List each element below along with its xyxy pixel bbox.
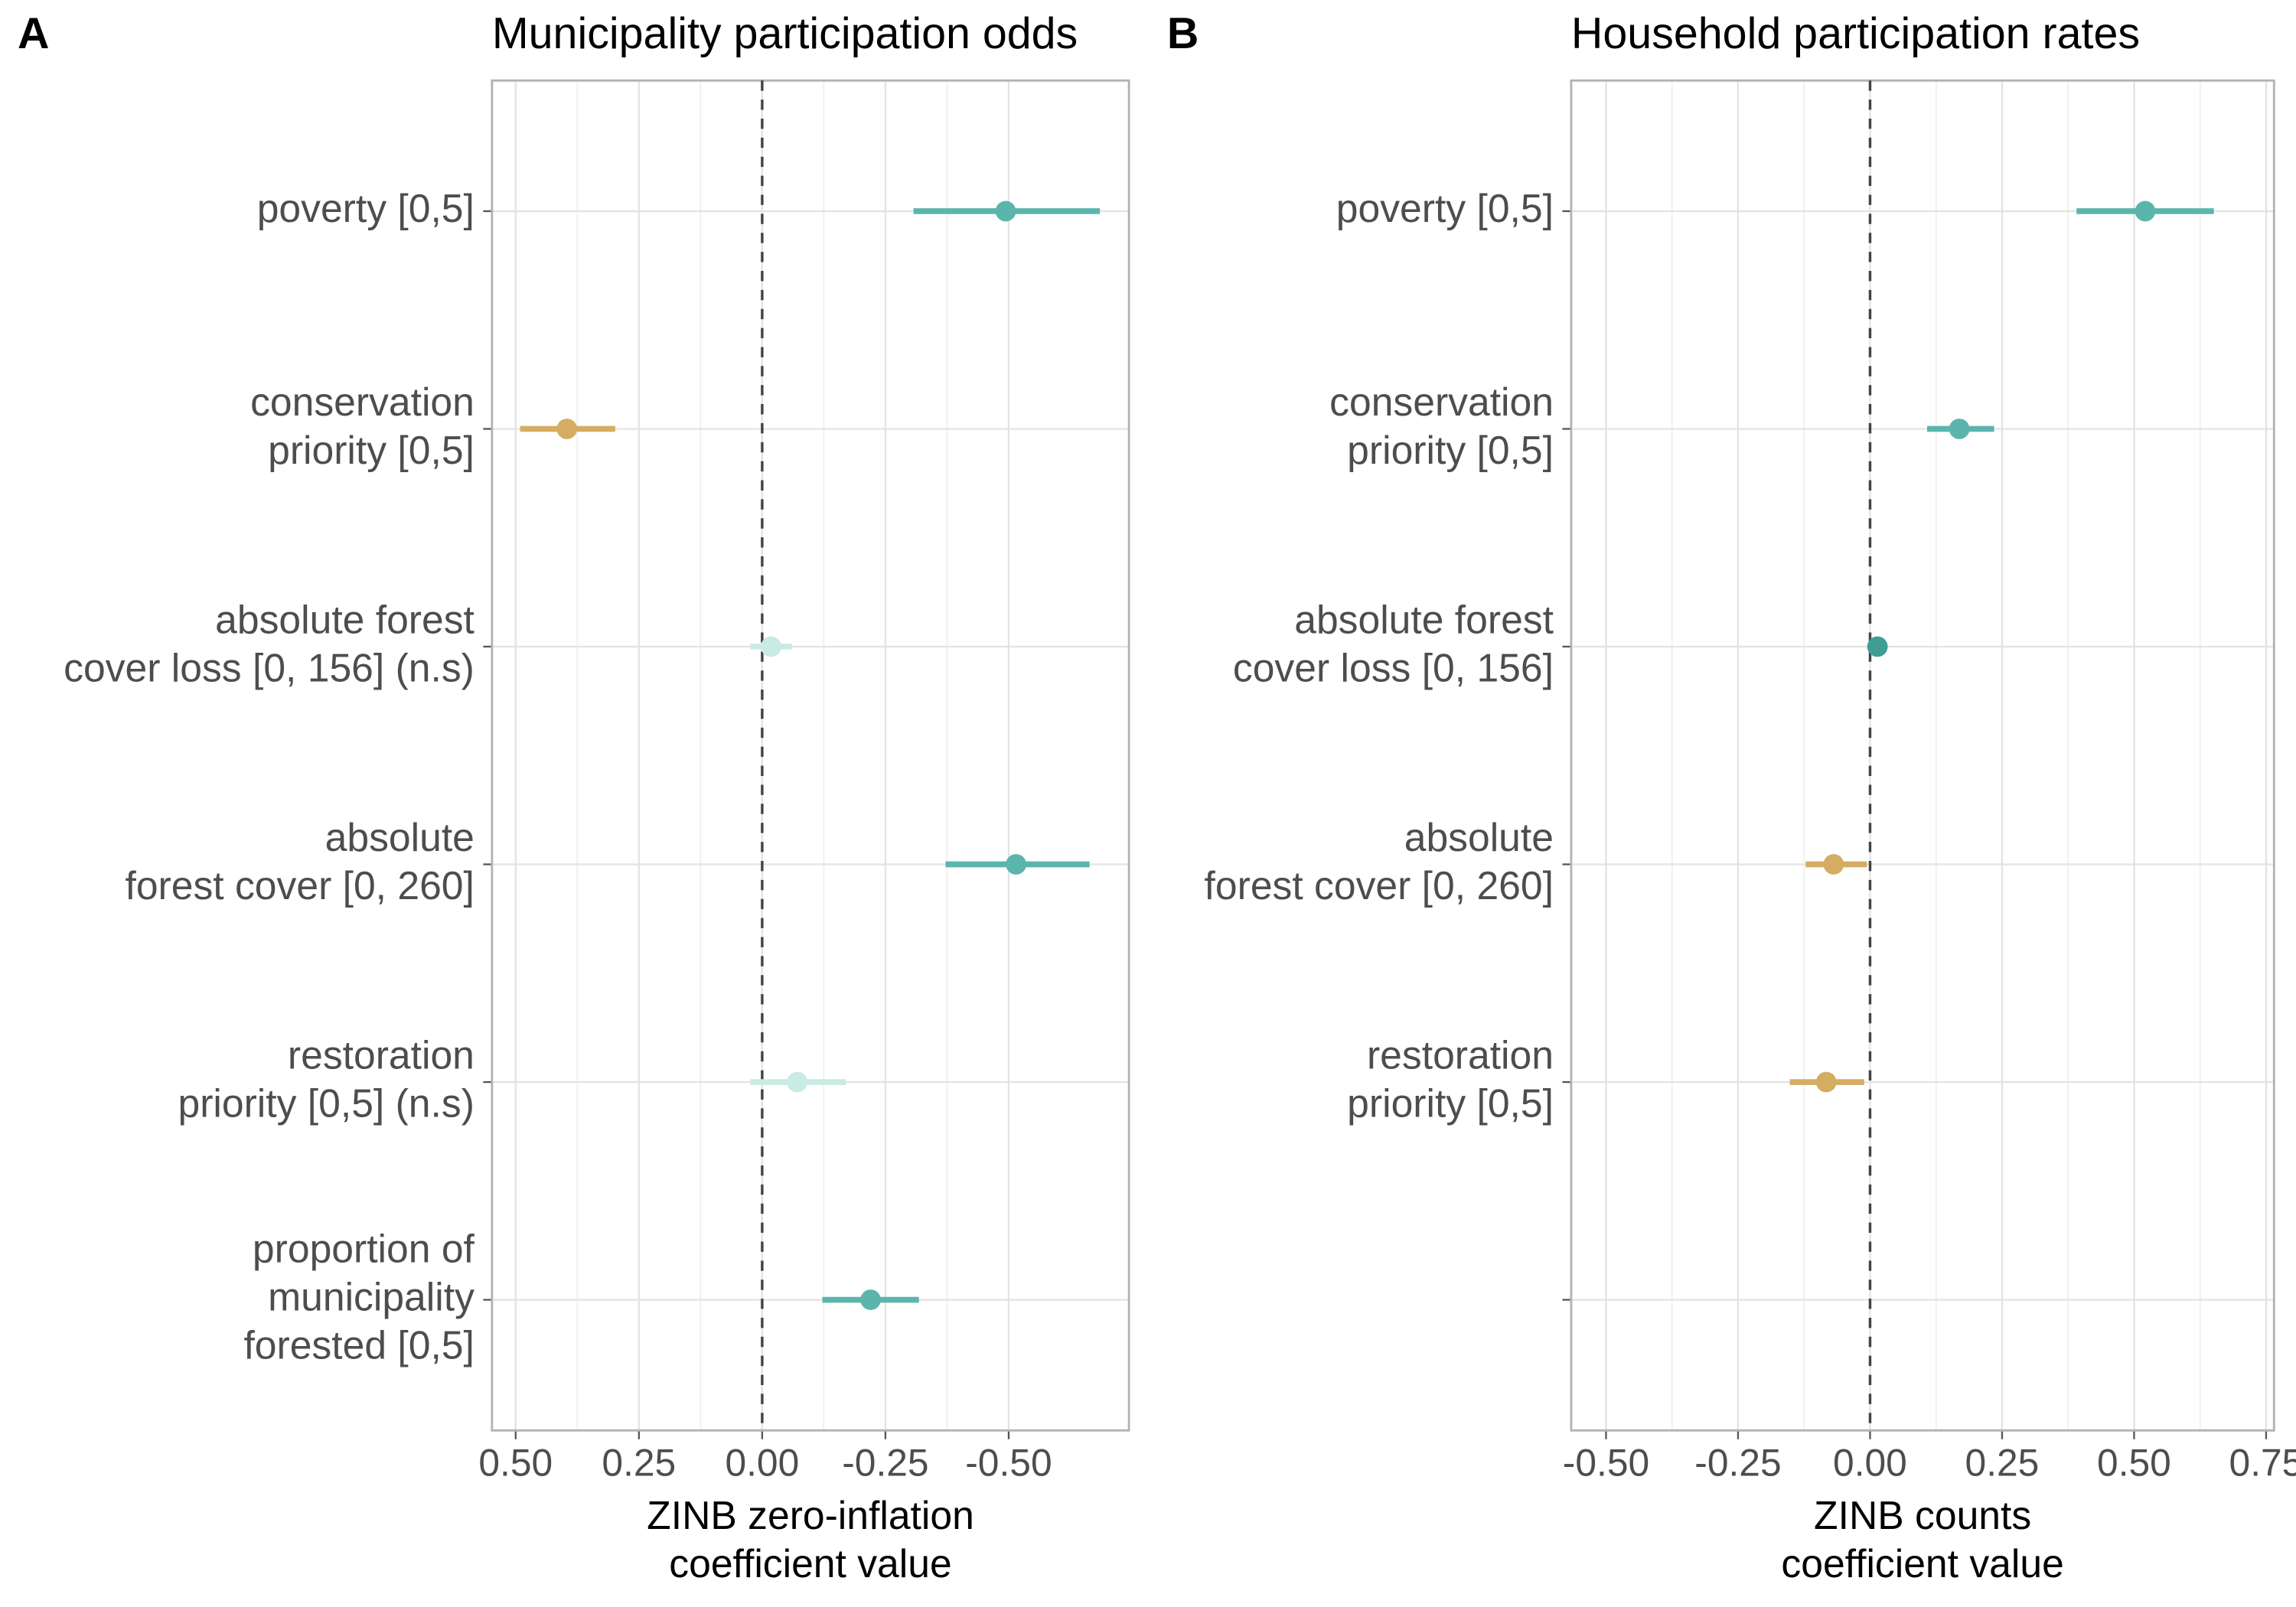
- x-tick-label: 0.50: [478, 1441, 553, 1484]
- x-tick-label: 0.50: [2097, 1441, 2171, 1484]
- x-axis-label: ZINB zero-inflation coefficient value: [647, 1493, 974, 1586]
- x-tick-label: 0.00: [725, 1441, 799, 1484]
- x-tick-label: -0.25: [1694, 1441, 1781, 1484]
- x-tick-label: 0.00: [1833, 1441, 1907, 1484]
- panel-title: Municipality participation odds: [492, 9, 1078, 58]
- estimate-point: [761, 636, 781, 657]
- y-tick-label: absolute forest cover [0, 260]: [125, 815, 474, 908]
- estimate-point: [1867, 636, 1888, 657]
- x-tick-label: 0.25: [1965, 1441, 2040, 1484]
- x-axis-label: ZINB counts coefficient value: [1781, 1493, 2063, 1586]
- y-tick-label: conservation priority [0,5]: [250, 380, 475, 472]
- x-tick-label: 0.25: [602, 1441, 676, 1484]
- estimate-point: [1006, 854, 1027, 875]
- estimate-point: [2135, 200, 2156, 222]
- y-tick-label: absolute forest cover loss [0, 156]: [1233, 597, 1554, 689]
- x-tick-label: 0.75: [2229, 1441, 2296, 1484]
- plot-border: [491, 79, 1130, 1432]
- y-tick-label: poverty [0,5]: [257, 186, 475, 230]
- panel-title: Household participation rates: [1571, 9, 2140, 58]
- plot-border: [1570, 79, 2275, 1432]
- panel-label: B: [1167, 9, 1199, 58]
- x-tick-label: -0.25: [842, 1441, 928, 1484]
- estimate-point: [1815, 1071, 1837, 1093]
- y-tick-label: absolute forest cover loss [0, 156] (n.s): [64, 597, 475, 689]
- estimate-point: [556, 419, 578, 439]
- panel-label: A: [18, 9, 49, 58]
- x-tick-label: -0.50: [965, 1441, 1052, 1484]
- y-tick-label: restoration priority [0,5]: [1347, 1032, 1554, 1125]
- y-tick-label: poverty [0,5]: [1336, 186, 1554, 230]
- y-tick-label: conservation priority [0,5]: [1329, 380, 1554, 472]
- estimate-point: [1949, 419, 1970, 439]
- estimate-point: [995, 200, 1016, 222]
- x-tick-label: -0.50: [1563, 1441, 1649, 1484]
- y-tick-label: absolute forest cover [0, 260]: [1205, 815, 1554, 908]
- y-tick-label: proportion of municipality forested [0,5]: [243, 1226, 475, 1367]
- estimate-point: [860, 1289, 881, 1310]
- y-tick-label: restoration priority [0,5] (n.s): [178, 1032, 474, 1125]
- estimate-point: [1823, 854, 1844, 875]
- estimate-point: [787, 1071, 807, 1093]
